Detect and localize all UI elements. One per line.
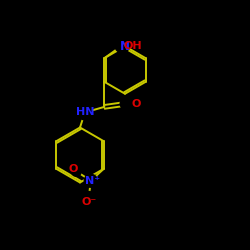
Text: N⁺: N⁺: [84, 176, 100, 186]
Text: O: O: [131, 99, 140, 109]
Circle shape: [83, 192, 94, 202]
Text: O: O: [69, 164, 78, 174]
Circle shape: [120, 98, 131, 110]
Circle shape: [78, 105, 92, 120]
Text: O⁻: O⁻: [81, 196, 96, 206]
Circle shape: [71, 166, 81, 176]
Circle shape: [115, 38, 129, 52]
Text: OH: OH: [123, 40, 142, 50]
Circle shape: [120, 42, 130, 51]
Circle shape: [84, 174, 97, 187]
Text: N: N: [120, 40, 130, 53]
Text: HN: HN: [76, 108, 94, 118]
